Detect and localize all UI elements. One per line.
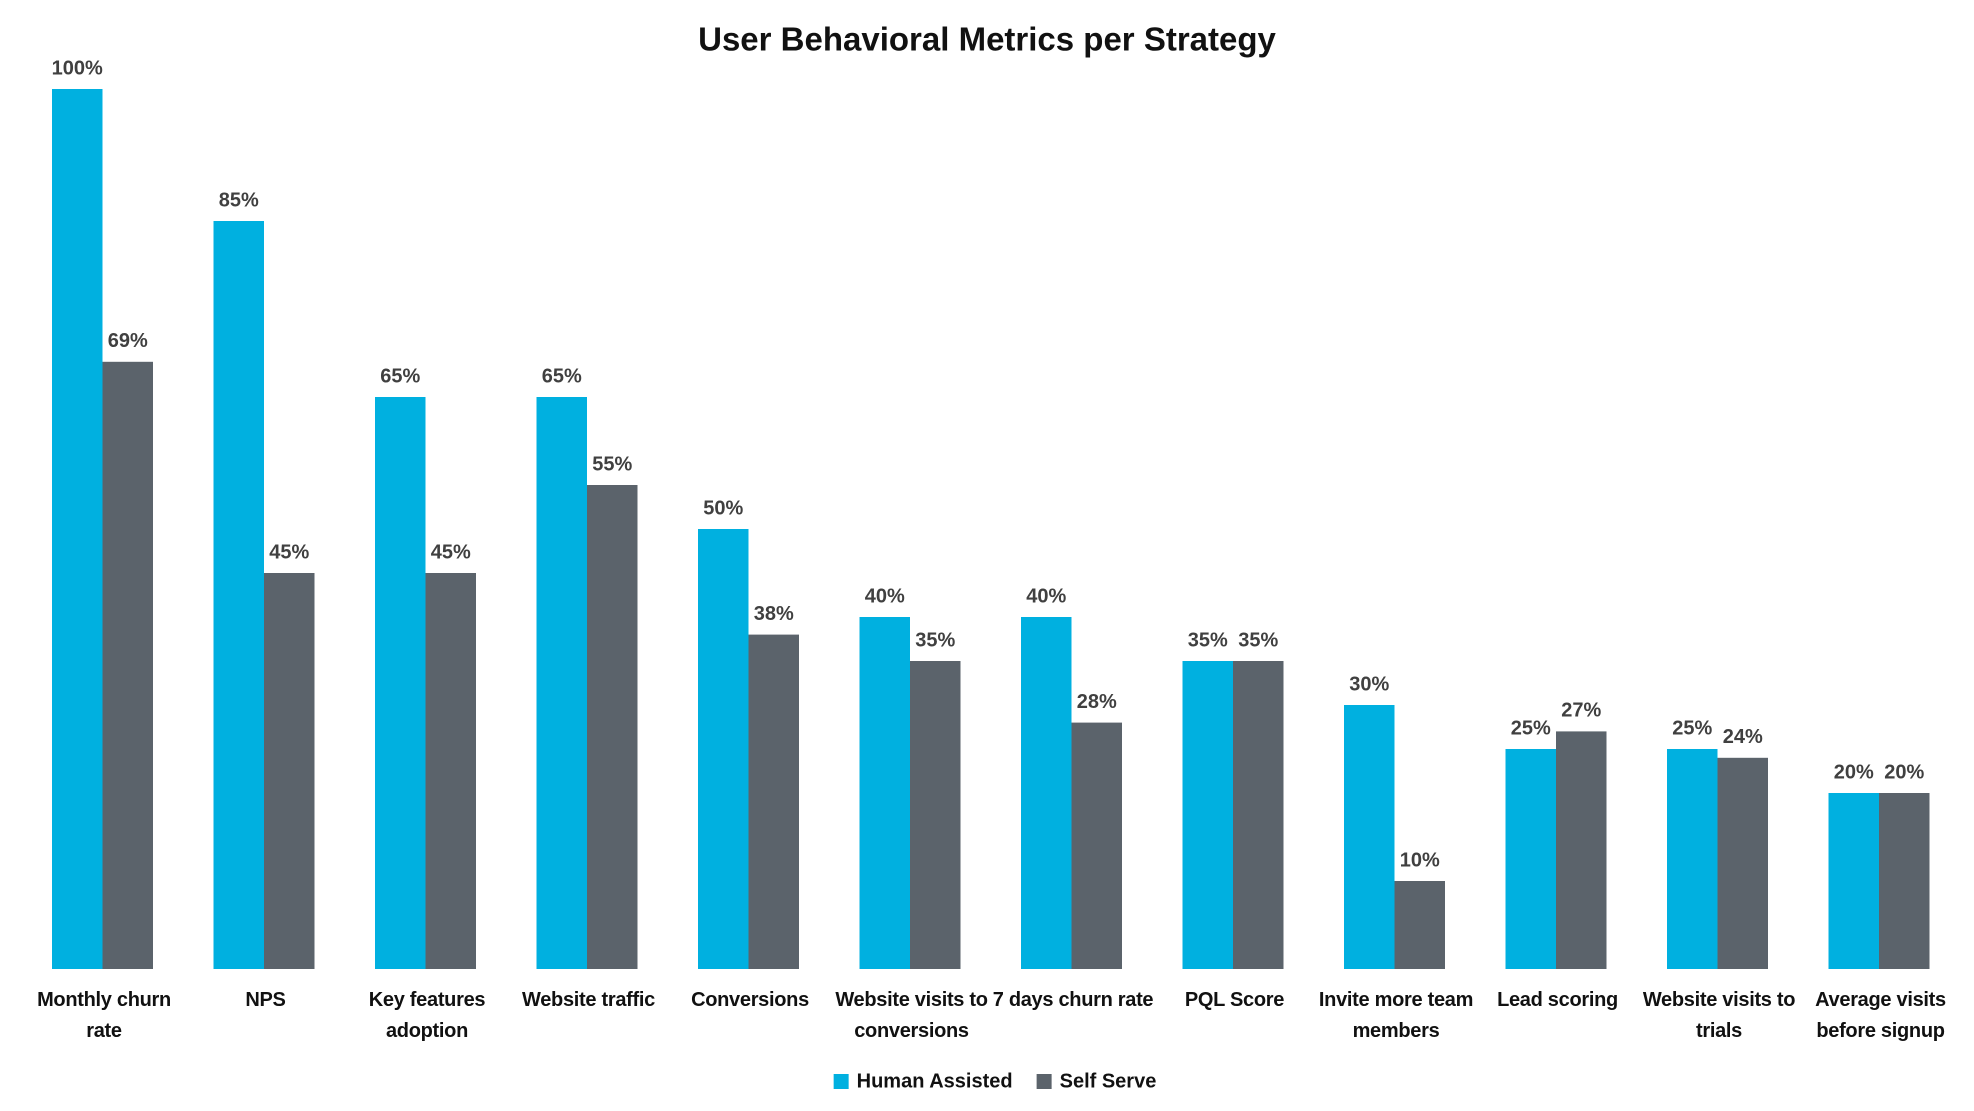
x-tick-label: 7 days churn rate <box>992 989 1154 1011</box>
data-label: 20% <box>1834 761 1874 783</box>
data-label: 45% <box>269 541 309 563</box>
legend-swatch <box>833 1074 849 1089</box>
data-label: 100% <box>52 57 103 79</box>
data-label: 20% <box>1884 761 1924 783</box>
bar <box>1071 722 1122 969</box>
x-tick-label: PQL Score <box>1184 989 1285 1011</box>
x-tick-label: Lead scoring <box>1497 989 1618 1011</box>
data-label: 28% <box>1077 691 1117 713</box>
legend-label: Self Serve <box>1060 1070 1157 1092</box>
bar <box>587 485 638 969</box>
bar <box>698 529 749 969</box>
data-label: 69% <box>108 330 148 352</box>
x-tick-label: NPS <box>245 989 286 1011</box>
data-label: 40% <box>1026 585 1066 607</box>
x-tick-label: Conversions <box>691 989 809 1011</box>
bar <box>859 617 910 969</box>
bar <box>1021 617 1072 969</box>
data-label: 30% <box>1349 673 1389 695</box>
x-tick-label: Invite more team members <box>1318 989 1474 1042</box>
bar <box>1879 793 1930 969</box>
x-tick-label: Monthly churn rate <box>37 989 171 1042</box>
bar <box>102 361 153 969</box>
legend-label: Human Assisted <box>857 1070 1013 1092</box>
data-label: 85% <box>219 189 259 211</box>
data-label: 25% <box>1672 717 1712 739</box>
data-label: 24% <box>1723 726 1763 748</box>
bar <box>1394 881 1445 969</box>
bar <box>1667 749 1718 969</box>
bar <box>748 634 799 969</box>
bar <box>1717 757 1768 969</box>
data-label: 65% <box>542 365 582 387</box>
data-label: 45% <box>431 541 471 563</box>
x-tick-label: Website visits to trials <box>1642 989 1796 1042</box>
data-label: 25% <box>1511 717 1551 739</box>
x-tick-label: Website traffic <box>522 989 655 1011</box>
bar <box>1556 731 1607 969</box>
x-tick-label: Key features adoption <box>368 989 486 1042</box>
bar <box>1233 661 1284 969</box>
data-label: 35% <box>1238 629 1278 651</box>
x-tick-label: Website visits to conversions <box>835 989 988 1042</box>
chart-title: User Behavioral Metrics per Strategy <box>698 21 1276 58</box>
bar <box>1344 705 1395 969</box>
data-label: 27% <box>1561 700 1601 722</box>
bar <box>910 661 961 969</box>
data-label: 40% <box>865 585 905 607</box>
data-label: 35% <box>915 629 955 651</box>
legend-swatch <box>1036 1074 1052 1089</box>
bar <box>213 221 264 969</box>
data-label: 65% <box>380 365 420 387</box>
bar <box>264 573 315 969</box>
data-label: 50% <box>703 497 743 519</box>
data-label: 35% <box>1188 629 1228 651</box>
bar <box>425 573 476 969</box>
bar <box>1182 661 1233 969</box>
bar <box>52 89 103 969</box>
bar <box>1505 749 1556 969</box>
x-tick-label: Average visits before signup <box>1815 989 1946 1042</box>
data-label: 10% <box>1400 849 1440 871</box>
data-label: 38% <box>754 603 794 625</box>
bar <box>536 397 587 969</box>
bar <box>1828 793 1879 969</box>
bar <box>375 397 426 969</box>
data-label: 55% <box>592 453 632 475</box>
